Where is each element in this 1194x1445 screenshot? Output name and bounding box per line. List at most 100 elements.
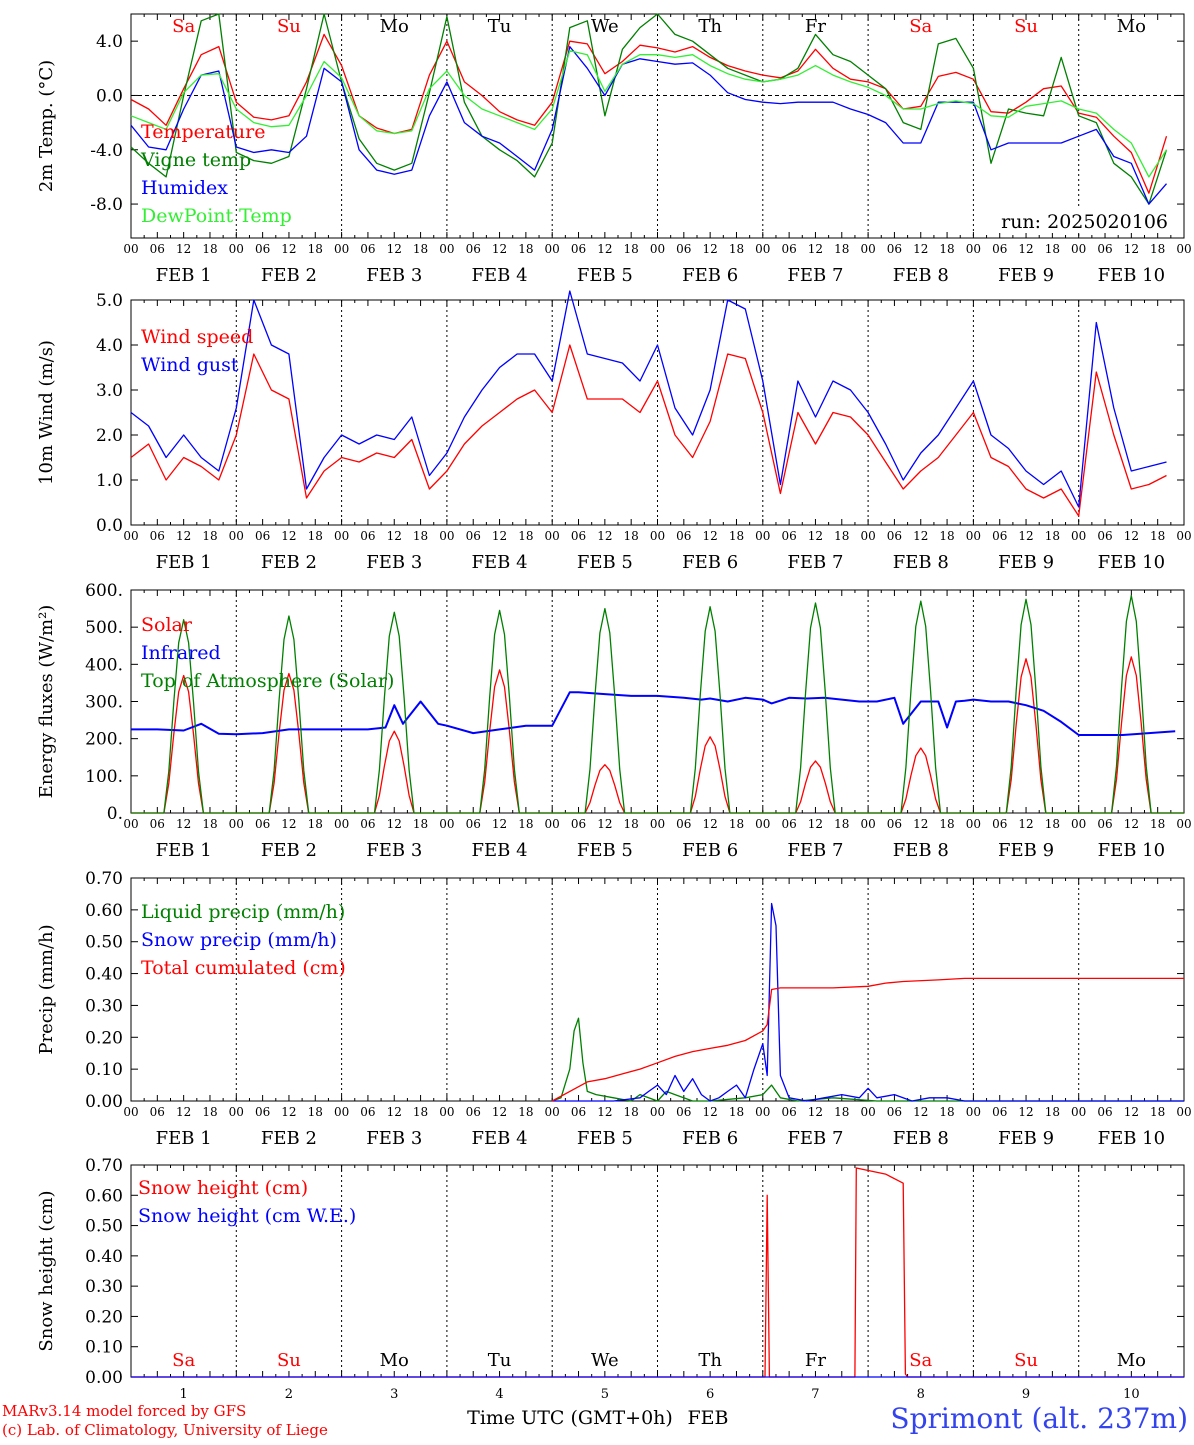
y-tick-label: 0.30 [85, 1277, 123, 1297]
y-tick-label: 4.0 [96, 32, 123, 52]
legend-entry: Humidex [141, 177, 228, 199]
day-number-label: 9 [1022, 1387, 1030, 1402]
day-number-label: 4 [495, 1387, 503, 1402]
hour-label: 00 [439, 242, 454, 256]
hour-label: 06 [781, 817, 796, 831]
hour-label: 18 [518, 242, 533, 256]
date-label: FEB 8 [893, 552, 949, 573]
hour-label: 18 [834, 817, 849, 831]
day-of-week-label: Tu [488, 1350, 512, 1371]
y-tick-label: 0.00 [85, 1368, 123, 1388]
date-label: FEB 9 [998, 265, 1054, 286]
hour-label: 00 [439, 1105, 454, 1119]
series-line-humidex [130, 45, 1167, 205]
day-number-label: 2 [285, 1387, 293, 1402]
hour-label: 18 [624, 242, 639, 256]
hour-label: 00 [123, 242, 138, 256]
x-axis-label: Time UTC (GMT+0h) [467, 1407, 673, 1429]
day-of-week-label: Mo [1117, 1350, 1146, 1371]
hour-label: 00 [545, 817, 560, 831]
day-of-week-label: Fr [805, 1350, 826, 1371]
hour-label: 00 [334, 242, 349, 256]
y-tick-label: 200. [85, 730, 123, 750]
y-tick-label: 0.00 [85, 1092, 123, 1112]
hour-label: 00 [334, 529, 349, 543]
hour-label: 00 [1176, 817, 1191, 831]
hour-label: 06 [360, 529, 375, 543]
hour-label: 00 [545, 529, 560, 543]
hour-label: 18 [834, 529, 849, 543]
day-of-week-label: We [591, 16, 619, 37]
y-tick-label: 0.30 [85, 996, 123, 1016]
date-label: FEB 3 [366, 552, 422, 573]
hour-label: 18 [413, 529, 428, 543]
hour-label: 00 [650, 817, 665, 831]
legend-entry: Vigne temp [140, 149, 251, 171]
hour-label: 06 [571, 1105, 586, 1119]
hour-label: 12 [703, 242, 718, 256]
hour-label: 06 [781, 242, 796, 256]
date-label: FEB 6 [682, 265, 738, 286]
legend-entry: DewPoint Temp [141, 205, 292, 227]
date-label: FEB 4 [472, 1128, 528, 1149]
hour-label: 00 [1071, 242, 1086, 256]
hour-label: 18 [308, 242, 323, 256]
date-label: FEB 1 [156, 840, 212, 861]
hour-label: 12 [597, 242, 612, 256]
hour-label: 06 [676, 1105, 691, 1119]
month-label: FEB [687, 1407, 728, 1429]
hour-label: 18 [1150, 242, 1165, 256]
day-number-label: 8 [917, 1387, 925, 1402]
hour-label: 06 [676, 817, 691, 831]
hour-label: 12 [703, 1105, 718, 1119]
hour-label: 00 [1071, 817, 1086, 831]
hour-label: 18 [1045, 1105, 1060, 1119]
hour-label: 18 [729, 529, 744, 543]
series-line-wind-speed [130, 344, 1167, 517]
date-label: FEB 6 [682, 552, 738, 573]
legend-entry: Temperature [141, 121, 265, 143]
series-line-vigne-temp [130, 13, 1168, 205]
date-label: FEB 5 [577, 840, 633, 861]
date-label: FEB 2 [261, 1128, 317, 1149]
hour-label: 18 [308, 529, 323, 543]
panel-1: 4.0 0.0 -4.0 -8.0 2m Temp. (°C) 00 06 12 18 00 06 1… [36, 13, 1192, 286]
hour-label: 00 [439, 817, 454, 831]
hour-label: 18 [939, 1105, 954, 1119]
day-number-label: 1 [180, 1387, 188, 1402]
hour-label: 06 [1097, 817, 1112, 831]
hour-label: 06 [1097, 529, 1112, 543]
day-of-week-label: Su [277, 16, 301, 37]
legend-entry: Snow precip (mm/h) [141, 929, 337, 951]
hour-label: 12 [808, 1105, 823, 1119]
y-tick-label: 0.50 [85, 1217, 123, 1237]
hour-label: 06 [360, 1105, 375, 1119]
hour-label: 18 [308, 817, 323, 831]
date-label: FEB 10 [1098, 1128, 1165, 1149]
lab-credit: (c) Lab. of Climatology, University of L… [2, 1421, 328, 1439]
y-tick-label: -4.0 [90, 141, 123, 161]
hour-label: 18 [834, 242, 849, 256]
hour-label: 00 [860, 1105, 875, 1119]
hour-label: 00 [1071, 1105, 1086, 1119]
legend-entry: Top of Atmosphere (Solar) [141, 670, 394, 692]
hour-label: 06 [887, 529, 902, 543]
hour-label: 00 [439, 529, 454, 543]
hour-label: 06 [992, 1105, 1007, 1119]
legend-entry: Total cumulated (cm) [141, 957, 346, 979]
hour-label: 00 [966, 817, 981, 831]
panel-4: 0.70 0.60 0.50 0.40 0.30 0.20 0.10 0.00 Precip (… [36, 869, 1192, 1149]
date-label: FEB 1 [156, 1128, 212, 1149]
day-of-week-label: Mo [380, 1350, 409, 1371]
hour-label: 18 [624, 817, 639, 831]
hour-label: 06 [150, 1105, 165, 1119]
date-label: FEB 7 [787, 265, 843, 286]
hour-label: 18 [939, 242, 954, 256]
hour-label: 00 [545, 242, 560, 256]
hour-label: 12 [176, 242, 191, 256]
hour-label: 00 [123, 529, 138, 543]
date-label: FEB 4 [472, 552, 528, 573]
legend-entry: Snow height (cm) [138, 1177, 308, 1199]
y-tick-label: 0.20 [85, 1307, 123, 1327]
hour-label: 18 [1045, 242, 1060, 256]
